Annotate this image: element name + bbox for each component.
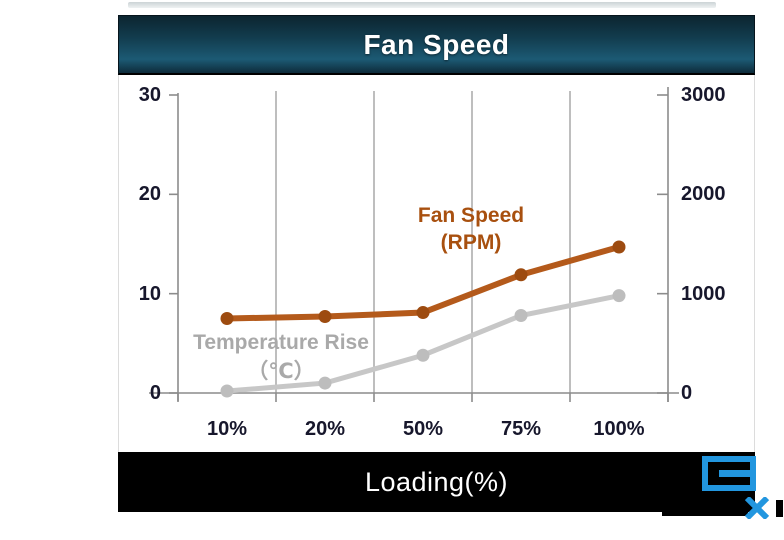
right-axis-tick: 2000: [681, 183, 726, 205]
left-axis-tick: 20: [138, 183, 161, 205]
left-axis-tick: 30: [138, 84, 161, 106]
x-axis-category: 10%: [206, 418, 248, 440]
chart-title: Fan Speed: [363, 28, 510, 60]
right-axis-tick: 0: [681, 382, 693, 404]
logo-text-fragment: [662, 507, 748, 516]
logo-i-glyph: [776, 500, 783, 517]
plot-canvas: [149, 87, 679, 402]
fan-speed-chart-panel: Fan Speed 30 20 10 0 3000 2000 1000 0 10…: [118, 15, 755, 512]
top-edge-artifact: [128, 2, 716, 8]
x-axis-title: Loading(%): [364, 466, 509, 497]
series-label-line: Temperature Rise: [193, 331, 369, 354]
series-label-line: Fan Speed: [417, 204, 525, 227]
blue-square-e-icon: [702, 456, 756, 491]
left-axis-tick: 10: [138, 283, 161, 305]
x-axis-category: 100%: [593, 418, 645, 440]
right-axis-tick: 1000: [681, 283, 726, 305]
series-label-fan-speed: Fan Speed (RPM): [371, 202, 571, 256]
x-axis-category: 50%: [402, 418, 444, 440]
series-label-line: (RPM): [440, 231, 502, 254]
x-axis-category: 75%: [500, 418, 542, 440]
chart-title-bar: Fan Speed: [118, 15, 755, 75]
chart-plot-area: 30 20 10 0 3000 2000 1000 0 10% 20% 50% …: [118, 75, 755, 452]
logo-x-glyph-icon: [744, 497, 770, 519]
series-label-line: （℃）: [247, 360, 315, 383]
right-axis-tick: 3000: [681, 84, 726, 106]
x-axis-category: 20%: [304, 418, 346, 440]
x-axis-title-bar: Loading(%): [118, 452, 755, 512]
left-axis-tick: 0: [149, 382, 161, 404]
series-label-temperature-rise: Temperature Rise （℃）: [181, 328, 381, 386]
